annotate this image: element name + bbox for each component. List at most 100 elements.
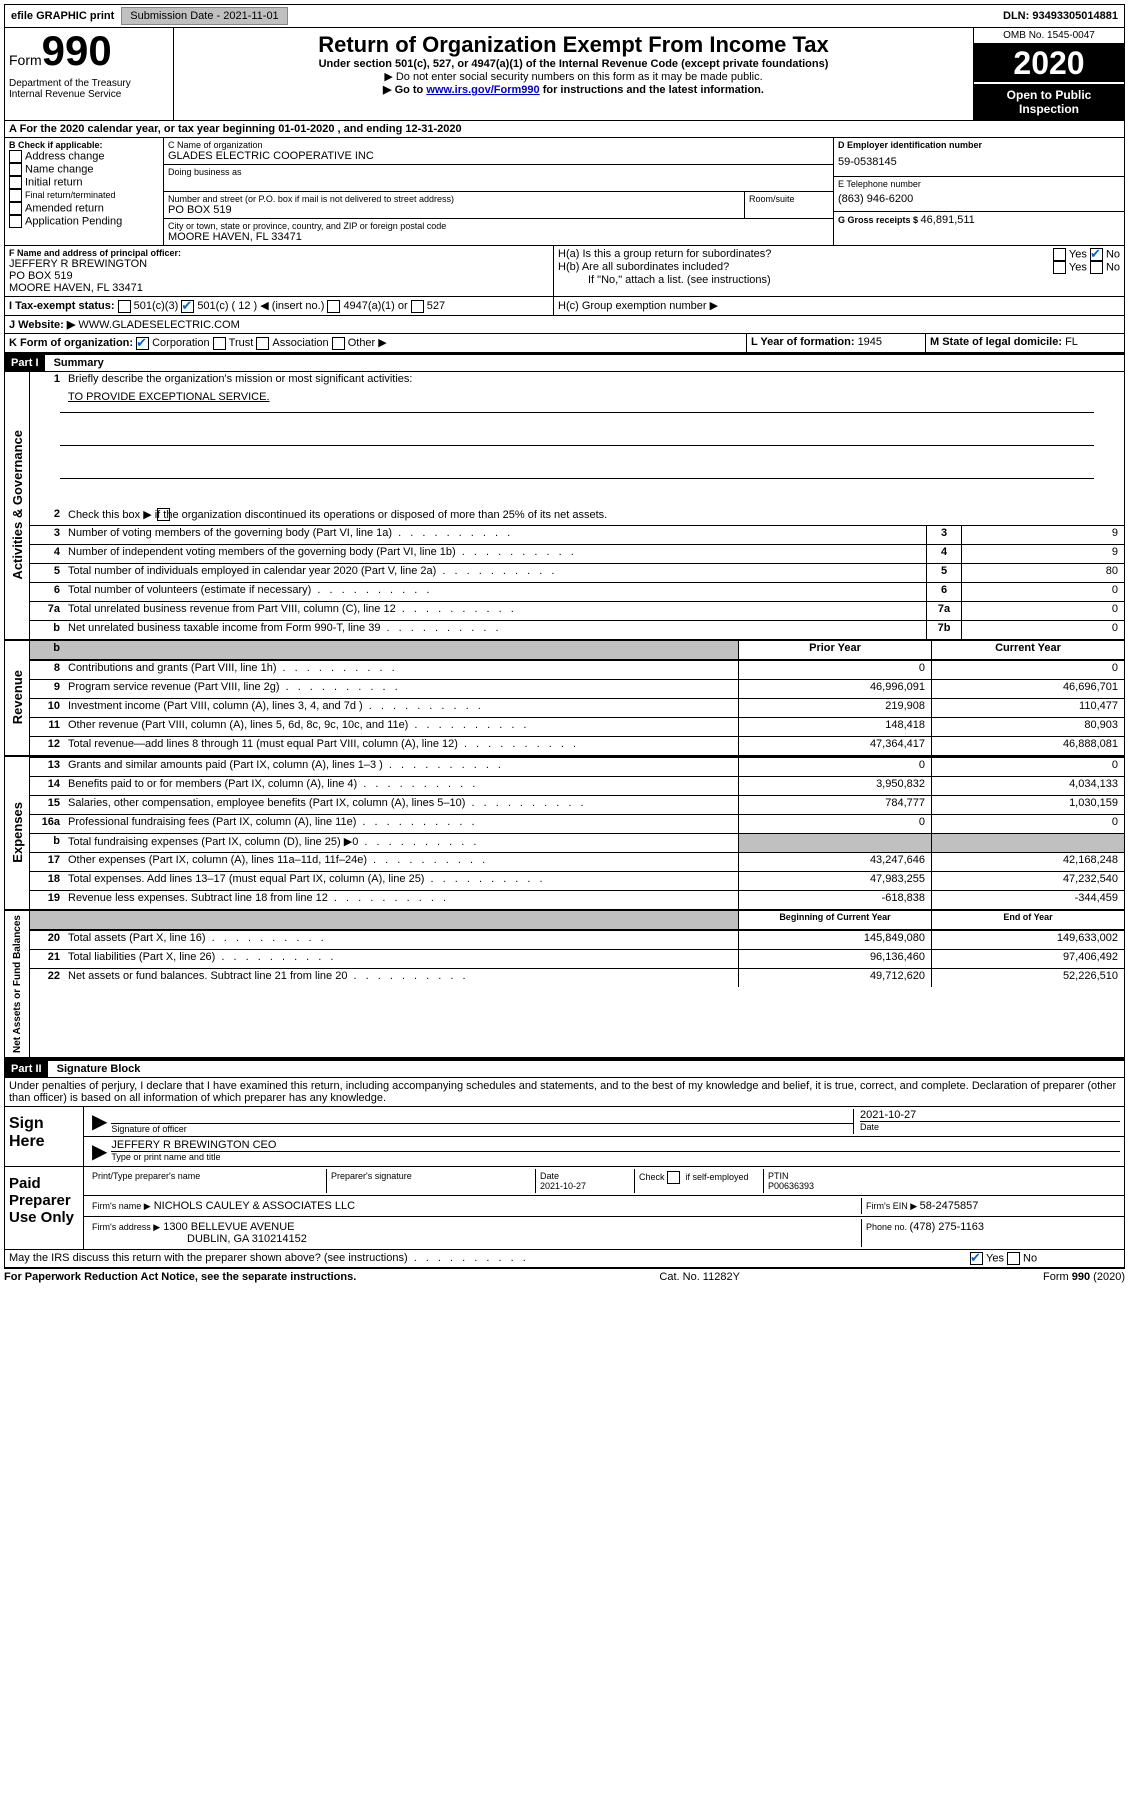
form-number: 990 [42,27,112,74]
gross-receipts: 46,891,511 [921,214,975,226]
chk-501c3[interactable] [118,300,131,313]
year-formation: 1945 [858,336,882,348]
instr-goto-pre: Go to [395,84,427,96]
discuss-label: May the IRS discuss this return with the… [9,1252,408,1264]
sign-date: 2021-10-27 [860,1109,1120,1121]
ein-value: 59-0538145 [838,150,1120,174]
sign-here-label: Sign Here [5,1107,84,1166]
f-label: F Name and address of principal officer: [9,248,549,258]
prep-sig-label: Preparer's signature [327,1169,536,1193]
chk-527[interactable] [411,300,424,313]
hb-note: If "No," attach a list. (see instruction… [558,274,1120,286]
org-city: MOORE HAVEN, FL 33471 [168,231,829,243]
paid-side-label: Paid Preparer Use Only [5,1167,84,1249]
mission-text: TO PROVIDE EXCEPTIONAL SERVICE. [64,390,1124,408]
ha-no[interactable] [1090,248,1103,261]
part1-tag: Part I [5,355,45,371]
sig-arrow-icon-2: ▶ [88,1139,111,1164]
gov-side-label: Activities & Governance [8,426,27,584]
chk-name-change[interactable] [9,163,22,176]
hc-label: H(c) Group exemption number ▶ [554,297,1124,315]
part1-title: Summary [48,355,110,371]
discuss-yes[interactable] [970,1252,983,1265]
dba-label: Doing business as [168,167,829,177]
discuss-no[interactable] [1007,1252,1020,1265]
footer-right: Form 990 (2020) [1043,1271,1125,1283]
officer-name: JEFFERY R BREWINGTON [9,258,549,270]
officer-signed-name: JEFFERY R BREWINGTON CEO [111,1139,1120,1151]
top-bar: efile GRAPHIC print Submission Date - 20… [4,4,1125,28]
eoy-header: End of Year [931,911,1124,929]
sign-block: Sign Here ▶ Signature of officer 2021-10… [4,1107,1125,1167]
hb-no[interactable] [1090,261,1103,274]
hb-yes[interactable] [1053,261,1066,274]
part2-tag: Part II [5,1061,48,1077]
ha-label: H(a) Is this a group return for subordin… [558,248,771,261]
chk-4947[interactable] [327,300,340,313]
chk-self-employed[interactable] [667,1171,680,1184]
c-name-label: C Name of organization [168,140,829,150]
l2-label: Check this box ▶ if the organization dis… [64,507,1124,525]
prep-name-label: Print/Type preparer's name [88,1169,327,1193]
part2-title: Signature Block [51,1061,147,1077]
boy-header: Beginning of Current Year [738,911,931,929]
officer-addr1: PO BOX 519 [9,270,549,282]
efile-label: efile GRAPHIC print [5,10,120,22]
paid-preparer-block: Paid Preparer Use Only Print/Type prepar… [4,1167,1125,1250]
prep-date: 2021-10-27 [540,1181,586,1191]
org-name: GLADES ELECTRIC COOPERATIVE INC [168,150,829,162]
phone-value: (863) 946-6200 [838,189,1120,209]
l1-label: Briefly describe the organization's miss… [64,372,1124,390]
org-address: PO BOX 519 [168,204,740,216]
section-netassets: Net Assets or Fund Balances Beginning of… [4,911,1125,1059]
chk-corp[interactable] [136,337,149,350]
perjury-text: Under penalties of perjury, I declare th… [5,1078,1124,1106]
type-name-label: Type or print name and title [111,1151,1120,1162]
firm-addr2: DUBLIN, GA 310214152 [92,1233,857,1245]
instr-goto-post: for instructions and the latest informat… [540,84,764,96]
d-ein-label: D Employer identification number [838,140,1120,150]
j-label: J Website: ▶ [9,319,75,331]
m-label: M State of legal domicile: [930,336,1065,348]
chk-app-pending[interactable] [9,215,22,228]
chk-final-return[interactable] [9,189,22,202]
state-domicile: FL [1065,336,1078,348]
chk-amended[interactable] [9,202,22,215]
form-word: Form [9,52,42,68]
section-revenue: Revenue b Prior Year Current Year 8Contr… [4,641,1125,757]
firm-addr1: 1300 BELLEVUE AVENUE [163,1221,294,1233]
firm-phone: (478) 275-1163 [910,1221,984,1233]
hb-label: H(b) Are all subordinates included? [558,261,729,274]
section-governance: Activities & Governance 1Briefly describ… [4,372,1125,641]
prior-year-header: Prior Year [738,641,931,659]
submission-date-button[interactable]: Submission Date - 2021-11-01 [121,7,287,25]
g-gross-label: G Gross receipts $ [838,215,921,225]
open-public-label: Open to Public Inspection [974,82,1124,120]
chk-initial-return[interactable] [9,176,22,189]
footer-left: For Paperwork Reduction Act Notice, see … [4,1271,356,1283]
ptin: P00636393 [768,1181,814,1191]
e-phone-label: E Telephone number [838,179,1120,189]
omb-number: OMB No. 1545-0047 [974,28,1124,44]
dept-label: Department of the Treasury Internal Reve… [9,78,169,100]
subtitle: Under section 501(c), 527, or 4947(a)(1)… [182,58,965,70]
exp-side-label: Expenses [8,798,27,867]
chk-discontinued[interactable] [157,508,170,521]
form-header: Form990 Department of the Treasury Inter… [4,28,1125,121]
chk-other[interactable] [332,337,345,350]
form990-link[interactable]: www.irs.gov/Form990 [426,84,539,96]
sig-arrow-icon: ▶ [88,1109,111,1134]
chk-assoc[interactable] [256,337,269,350]
firm-ein: 58-2475857 [920,1200,979,1212]
sign-date-label: Date [860,1121,1120,1132]
current-year-header: Current Year [931,641,1124,659]
chk-trust[interactable] [213,337,226,350]
chk-501c[interactable] [181,300,194,313]
ha-yes[interactable] [1053,248,1066,261]
firm-name: NICHOLS CAULEY & ASSOCIATES LLC [154,1200,355,1212]
chk-address-change[interactable] [9,150,22,163]
b-label: B Check if applicable: [9,140,159,150]
addr-label: Number and street (or P.O. box if mail i… [168,194,740,204]
sig-officer-label: Signature of officer [111,1123,853,1134]
rev-side-label: Revenue [8,666,27,728]
